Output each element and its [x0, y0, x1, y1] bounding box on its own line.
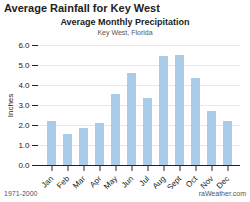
svg-text:Jun: Jun — [120, 174, 135, 189]
svg-text:Mar: Mar — [71, 174, 87, 189]
svg-text:Apr: Apr — [88, 174, 103, 189]
html-text:raWeather.com: raWeather.com — [198, 190, 246, 197]
svg-text:Feb: Feb — [55, 174, 72, 189]
svg-text:2.0: 2.0 — [18, 121, 30, 130]
svg-text:4.0: 4.0 — [18, 81, 30, 90]
svg-text:3.0: 3.0 — [18, 101, 30, 110]
html-text:1971-2000: 1971-2000 — [4, 190, 38, 197]
svg-text:Dec: Dec — [215, 174, 231, 189]
html-text:Key West, Florida: Key West, Florida — [97, 29, 153, 36]
html-text:Average Rainfall for Key West: Average Rainfall for Key West — [4, 2, 160, 14]
svg-text:0.0: 0.0 — [18, 161, 30, 170]
svg-text:Jan: Jan — [40, 174, 55, 189]
svg-text:Nov: Nov — [199, 174, 215, 189]
svg-text:1.0: 1.0 — [18, 141, 30, 150]
svg-text:5.0: 5.0 — [18, 61, 30, 70]
svg-text:Inches: Inches — [6, 94, 15, 118]
svg-text:Aug: Aug — [151, 174, 167, 189]
html-text:Average Monthly Precipitation: Average Monthly Precipitation — [60, 17, 190, 27]
svg-text:6.0: 6.0 — [18, 41, 30, 50]
svg-text:May: May — [102, 174, 119, 189]
svg-text:Sept: Sept — [165, 174, 184, 189]
svg-text:Jul: Jul — [138, 174, 152, 188]
svg-text:Oct: Oct — [184, 174, 200, 189]
